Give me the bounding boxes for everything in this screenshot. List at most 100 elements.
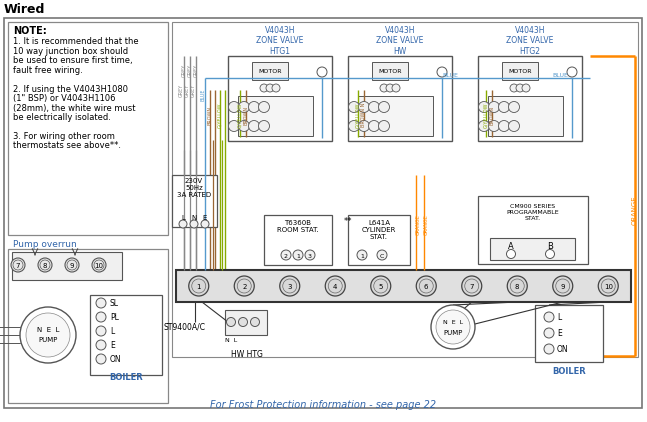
FancyBboxPatch shape [264,215,332,265]
Text: L: L [557,314,561,322]
Text: GREY: GREY [191,84,196,97]
Text: fault free wiring.: fault free wiring. [13,65,83,75]
Text: MOTOR: MOTOR [258,68,281,73]
Circle shape [378,121,389,132]
Text: PUMP: PUMP [443,330,463,336]
Text: T6360B
ROOM STAT.: T6360B ROOM STAT. [277,220,319,233]
Text: GREY: GREY [193,63,199,77]
Text: G/YELLOW: G/YELLOW [217,102,223,128]
Circle shape [283,279,297,293]
Circle shape [369,121,380,132]
Text: A: A [508,241,514,251]
FancyBboxPatch shape [90,295,162,375]
Circle shape [357,250,367,260]
Text: Pump overrun: Pump overrun [13,240,77,249]
Circle shape [65,258,79,272]
Circle shape [465,279,479,293]
Circle shape [239,102,250,113]
FancyBboxPatch shape [8,22,168,235]
Circle shape [281,250,291,260]
Circle shape [13,260,23,270]
Text: 7: 7 [470,284,474,290]
FancyBboxPatch shape [176,270,631,302]
Circle shape [358,102,369,113]
Text: C: C [380,254,384,259]
Text: 1: 1 [296,254,300,259]
Text: 10: 10 [94,263,104,269]
Text: thermostats see above**.: thermostats see above**. [13,141,121,151]
Circle shape [416,276,436,296]
Circle shape [498,121,509,132]
Text: NOTE:: NOTE: [13,26,47,36]
FancyBboxPatch shape [478,56,582,141]
Text: G/YELLOW: G/YELLOW [483,102,488,128]
Circle shape [40,260,50,270]
Text: L641A
CYLINDER
STAT.: L641A CYLINDER STAT. [362,220,396,240]
Text: GREY: GREY [185,84,190,97]
Circle shape [488,121,499,132]
Text: 9: 9 [70,263,74,269]
FancyBboxPatch shape [228,56,332,141]
FancyBboxPatch shape [252,62,288,80]
Circle shape [567,67,577,77]
Text: L: L [110,327,115,336]
Circle shape [259,102,270,113]
Circle shape [234,276,254,296]
Text: be electrically isolated.: be electrically isolated. [13,113,111,122]
Circle shape [239,121,250,132]
Text: E: E [110,341,115,351]
Text: N: N [192,215,197,221]
FancyBboxPatch shape [358,96,433,136]
Text: 8: 8 [515,284,520,290]
Text: HW HTG: HW HTG [231,350,263,359]
Circle shape [239,317,248,327]
Text: 3: 3 [287,284,292,290]
Circle shape [509,121,520,132]
Circle shape [358,121,369,132]
Text: 4: 4 [333,284,338,290]
FancyBboxPatch shape [502,62,538,80]
Circle shape [479,102,490,113]
Text: SL: SL [110,300,119,308]
FancyBboxPatch shape [490,238,575,260]
Circle shape [190,220,198,228]
Text: 8: 8 [43,263,47,269]
Text: 10 way junction box should: 10 way junction box should [13,46,128,56]
Text: L: L [181,215,185,221]
Circle shape [179,220,187,228]
Circle shape [20,307,76,363]
Circle shape [228,102,239,113]
Text: G/YELLOW: G/YELLOW [237,102,243,128]
Text: ST9400A/C: ST9400A/C [164,322,206,331]
Circle shape [488,102,499,113]
Circle shape [226,317,236,327]
Circle shape [431,305,475,349]
Text: 1: 1 [197,284,201,290]
Text: PUMP: PUMP [38,337,58,343]
Circle shape [544,312,554,322]
Circle shape [96,354,106,364]
Circle shape [192,279,206,293]
Text: 10: 10 [604,284,613,290]
Text: 3: 3 [308,254,312,259]
Circle shape [369,102,380,113]
FancyBboxPatch shape [488,96,563,136]
Circle shape [437,67,447,77]
Circle shape [325,276,345,296]
Text: 9: 9 [560,284,565,290]
Text: 5: 5 [378,284,383,290]
Circle shape [544,328,554,338]
Circle shape [201,220,209,228]
Text: V4043H
ZONE VALVE
HW: V4043H ZONE VALVE HW [377,26,424,56]
Text: (28mm), the white wire must: (28mm), the white wire must [13,103,135,113]
Text: V4043H
ZONE VALVE
HTG2: V4043H ZONE VALVE HTG2 [507,26,554,56]
Circle shape [436,310,470,344]
Circle shape [371,276,391,296]
FancyBboxPatch shape [348,215,410,265]
Circle shape [189,276,209,296]
Text: 1: 1 [360,254,364,259]
Text: be used to ensure first time,: be used to ensure first time, [13,56,133,65]
Circle shape [272,84,280,92]
Circle shape [479,121,490,132]
Text: GREY: GREY [188,63,193,77]
